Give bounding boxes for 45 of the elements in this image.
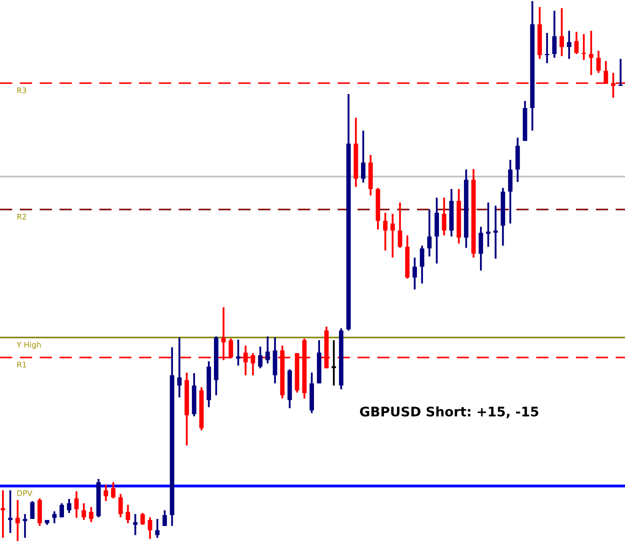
candlestick: [588, 30, 594, 76]
candlestick: [434, 196, 439, 264]
candlestick: [566, 30, 572, 60]
candlestick: [560, 7, 564, 58]
candlestick: [177, 336, 182, 398]
candlestick: [574, 30, 579, 55]
candlestick: [38, 497, 42, 527]
candlestick: [618, 58, 623, 87]
candlestick: [140, 512, 145, 526]
candlestick: [126, 504, 130, 524]
candlestick: [236, 338, 240, 366]
candlestick: [493, 204, 498, 260]
candlestick: [0, 489, 6, 539]
candlestick: [265, 335, 270, 364]
candlestick: [515, 136, 520, 183]
candlestick: [30, 500, 35, 520]
candlestick: [398, 202, 402, 249]
candlestick: [486, 202, 490, 248]
candlestick: [111, 481, 116, 500]
candlestick: [15, 499, 20, 542]
candlestick: [8, 489, 12, 534]
candlestick: [442, 196, 446, 236]
candlestick: [162, 509, 167, 527]
candlestick: [258, 346, 262, 370]
candlestick: [66, 498, 72, 514]
candlestick: [133, 513, 138, 536]
candlestick: [155, 518, 160, 539]
candlestick: [383, 212, 388, 252]
candlestick: [118, 493, 123, 518]
candlestick: [82, 502, 86, 521]
candlestick: [52, 510, 57, 524]
candlestick: [412, 256, 417, 290]
candlestick: [552, 10, 557, 59]
candlestick: [582, 33, 586, 61]
candlestick: [427, 208, 432, 258]
candlestick: [420, 244, 424, 284]
candlestick: [361, 130, 366, 184]
annotation: GBPUSD Short: +15, -15: [360, 406, 538, 418]
candlestick: [104, 484, 108, 502]
candlestick: [60, 502, 64, 518]
candlestick: [508, 158, 512, 224]
candlestick: [544, 32, 550, 64]
candlestick: [478, 226, 484, 272]
candlestick: [88, 506, 94, 524]
candlestick: [390, 212, 395, 258]
